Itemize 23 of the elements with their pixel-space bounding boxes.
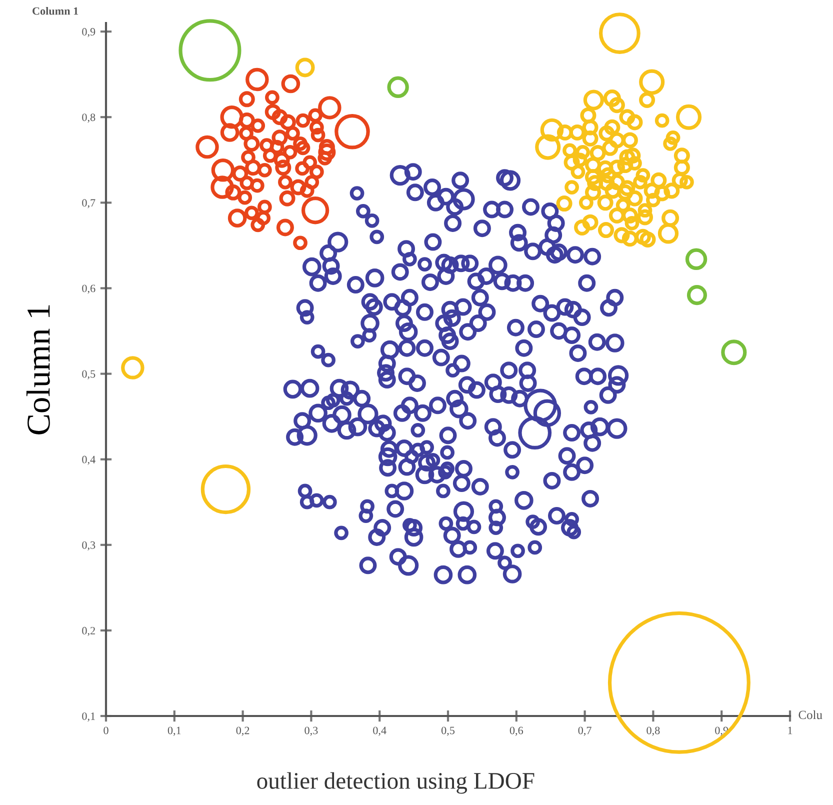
x-tick-label: 0,5: [441, 726, 455, 736]
text: Column 1: [32, 6, 78, 15]
y-tick-label: 0,9: [82, 28, 96, 38]
y-tick-label: 0,2: [82, 626, 95, 636]
x-tick-label: 0: [104, 726, 108, 734]
x-tick-label: 1: [788, 726, 792, 734]
x-tick-label: 0,8: [646, 726, 660, 736]
x-tick-label: 0,7: [578, 726, 592, 736]
y-tick-label: 0,5: [82, 370, 96, 380]
x-axis-title: Colu: [798, 710, 822, 720]
y-tick-label: 0,3: [82, 541, 96, 550]
y-tick-label: 0,6: [82, 284, 96, 294]
x-tick-label: 0,3: [304, 726, 318, 736]
y-axis-title: Column 1: [26, 305, 50, 434]
x-tick-label: 0,1: [168, 726, 181, 736]
y-tick-label: 0,1: [82, 712, 95, 722]
y-tick-label: 0,4: [82, 456, 96, 465]
text: outlier detection using LDOF: [257, 772, 534, 794]
y-tick-label: 0,7: [82, 199, 96, 208]
x-tick-label: 0,2: [236, 726, 250, 736]
y-tick-label: 0,8: [82, 114, 96, 123]
x-tick-label: 0,4: [373, 726, 386, 736]
x-tick-label: 0,6: [510, 726, 524, 736]
